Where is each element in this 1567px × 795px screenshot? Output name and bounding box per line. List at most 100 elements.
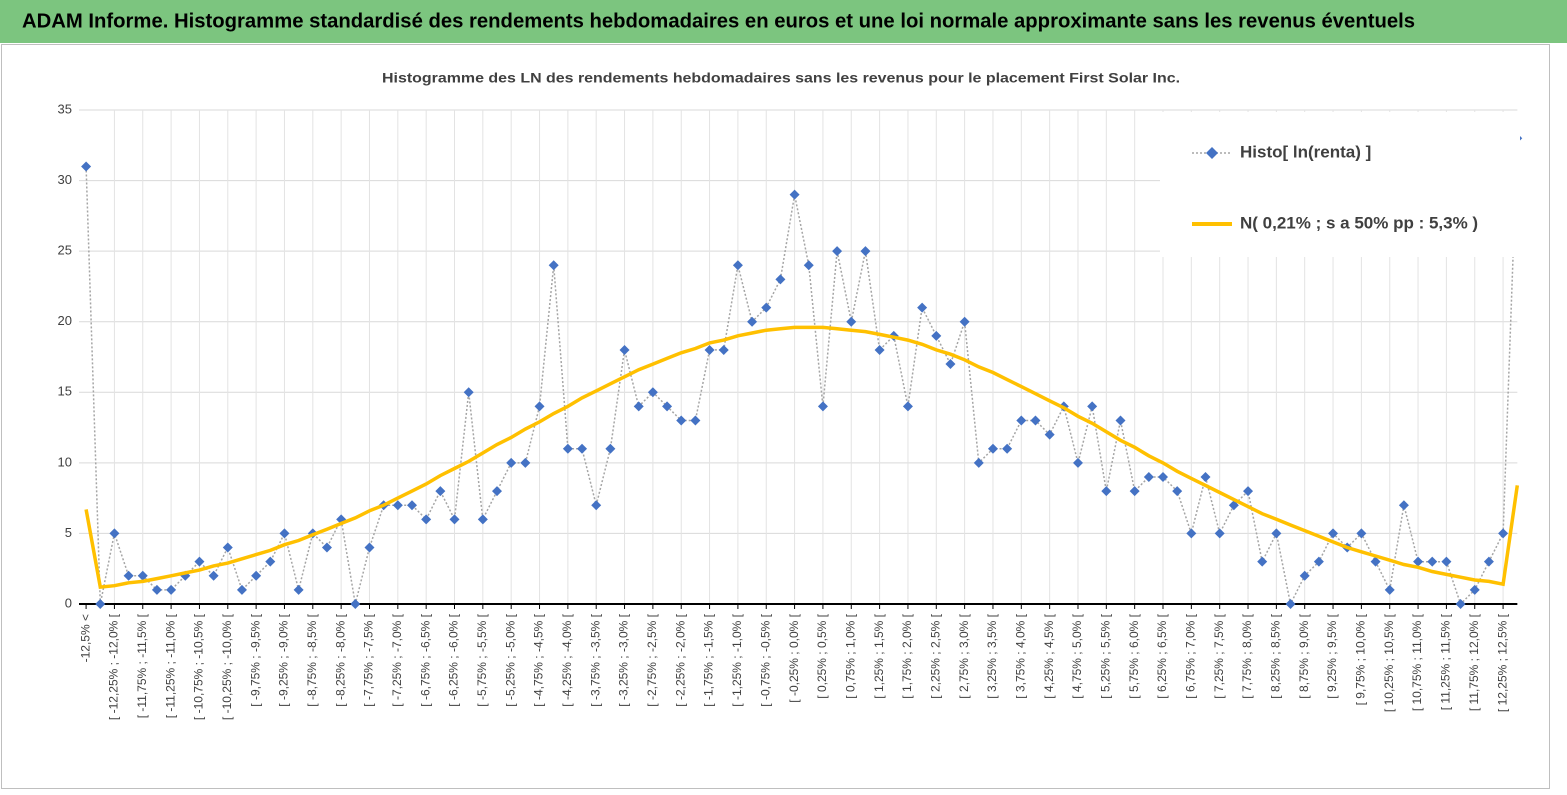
data-point bbox=[1243, 486, 1254, 497]
x-tick-label: [ 6,25% ; 6,5% [ bbox=[1155, 613, 1169, 698]
data-point bbox=[832, 246, 843, 257]
data-point bbox=[463, 387, 474, 398]
data-point bbox=[321, 542, 332, 553]
data-point bbox=[803, 260, 814, 271]
data-point bbox=[123, 570, 134, 581]
data-point bbox=[435, 486, 446, 497]
data-point bbox=[732, 260, 743, 271]
y-tick-label: 0 bbox=[65, 595, 72, 610]
data-point bbox=[662, 401, 673, 412]
legend-label: Histo[ ln(renta) ] bbox=[1240, 142, 1371, 161]
x-tick-label: -12,5% < bbox=[78, 614, 92, 662]
x-tick-label: [ -0,75% ; -0,5% [ bbox=[758, 613, 772, 706]
x-tick-label: [ 9,25% ; 9,5% [ bbox=[1325, 613, 1339, 698]
data-point bbox=[506, 457, 517, 468]
data-point bbox=[973, 457, 984, 468]
y-tick-label: 20 bbox=[58, 313, 72, 328]
data-point bbox=[194, 556, 205, 567]
data-point bbox=[605, 443, 616, 454]
data-point bbox=[406, 500, 417, 511]
data-point bbox=[392, 500, 403, 511]
series-line bbox=[85, 138, 1519, 607]
x-tick-label: [ 3,25% ; 3,5% [ bbox=[985, 613, 999, 698]
y-tick-label: 30 bbox=[58, 172, 72, 187]
data-point bbox=[931, 330, 942, 341]
data-point bbox=[1441, 556, 1452, 567]
x-tick-label: [ 0,75% ; 1,0% [ bbox=[843, 613, 857, 698]
data-point bbox=[1483, 556, 1494, 567]
data-point bbox=[1186, 528, 1197, 539]
x-tick-label: [ 4,75% ; 5,0% [ bbox=[1070, 613, 1084, 698]
data-point bbox=[1072, 457, 1083, 468]
data-point bbox=[1398, 500, 1409, 511]
x-tick-label: [ 10,75% ; 11,0% [ bbox=[1410, 613, 1424, 711]
x-tick-label: [ -8,75% ; -8,5% [ bbox=[305, 613, 319, 706]
data-point bbox=[874, 344, 885, 355]
data-point bbox=[236, 584, 247, 595]
data-point bbox=[1271, 528, 1282, 539]
x-tick-label: [ -5,75% ; -5,5% [ bbox=[475, 613, 489, 706]
data-point bbox=[1158, 471, 1169, 482]
data-point bbox=[1356, 528, 1367, 539]
data-point bbox=[279, 528, 290, 539]
data-point bbox=[1115, 415, 1126, 426]
x-tick-label: [ -11,75% ; -11,5% [ bbox=[135, 613, 149, 718]
data-point bbox=[1087, 401, 1098, 412]
x-tick-label: [ 12,25% ; 12,5% [ bbox=[1495, 613, 1509, 712]
data-point bbox=[109, 528, 120, 539]
data-point bbox=[1200, 471, 1211, 482]
data-point bbox=[1257, 556, 1268, 567]
x-tick-label: [ 7,75% ; 8,0% [ bbox=[1240, 613, 1254, 698]
data-point bbox=[95, 599, 106, 609]
x-tick-label: [ -6,75% ; -6,5% [ bbox=[418, 613, 432, 706]
data-point bbox=[492, 486, 503, 497]
data-point bbox=[421, 514, 432, 525]
data-point bbox=[548, 260, 559, 271]
data-point bbox=[293, 584, 304, 595]
data-point bbox=[151, 584, 162, 595]
series-line bbox=[84, 325, 1520, 590]
x-tick-label: [ -1,25% ; -1,0% [ bbox=[730, 613, 744, 706]
x-tick-label: [ -2,25% ; -2,0% [ bbox=[673, 613, 687, 706]
x-tick-label: [ -12,25% ; -12,0% [ bbox=[107, 613, 121, 720]
data-point bbox=[676, 415, 687, 426]
x-tick-label: [ -7,25% ; -7,0% [ bbox=[390, 613, 404, 706]
x-tick-label: [ 2,75% ; 3,0% [ bbox=[957, 613, 971, 698]
data-point bbox=[860, 246, 871, 257]
x-tick-label: [ -4,75% ; -4,5% [ bbox=[532, 613, 546, 706]
data-point bbox=[1384, 584, 1395, 595]
data-point bbox=[1328, 528, 1339, 539]
y-tick-label: 15 bbox=[58, 384, 72, 399]
data-point bbox=[1002, 443, 1013, 454]
data-point bbox=[775, 274, 786, 285]
x-tick-label: [ -3,75% ; -3,5% [ bbox=[588, 613, 602, 706]
y-tick-label: 25 bbox=[58, 243, 72, 258]
data-point bbox=[1016, 415, 1027, 426]
data-point bbox=[222, 542, 233, 553]
data-point bbox=[1030, 415, 1041, 426]
data-point bbox=[1172, 486, 1183, 497]
y-tick-label: 5 bbox=[65, 525, 72, 540]
x-tick-label: [ 4,25% ; 4,5% [ bbox=[1042, 613, 1056, 698]
data-point bbox=[534, 401, 545, 412]
header-title: ADAM Informe. Histogramme standardisé de… bbox=[22, 10, 1415, 32]
data-point bbox=[350, 599, 361, 609]
x-tick-label: [ 1,25% ; 1,5% [ bbox=[872, 613, 886, 698]
x-tick-label: [ -10,75% ; -10,5% [ bbox=[192, 613, 206, 720]
x-tick-label: [ -4,25% ; -4,0% [ bbox=[560, 613, 574, 706]
data-point bbox=[1299, 570, 1310, 581]
x-tick-label: [ 5,75% ; 6,0% [ bbox=[1127, 613, 1141, 698]
x-tick-label: [ 3,75% ; 4,0% [ bbox=[1013, 613, 1027, 698]
x-tick-label: [ 0,25% ; 0,5% [ bbox=[815, 613, 829, 698]
x-tick-label: [ 1,75% ; 2,0% [ bbox=[900, 613, 914, 698]
data-point bbox=[1370, 556, 1381, 567]
y-tick-label: 10 bbox=[58, 454, 72, 469]
data-point bbox=[789, 189, 800, 200]
x-tick-label: [ 8,25% ; 8,5% [ bbox=[1269, 613, 1283, 698]
data-point bbox=[1214, 528, 1225, 539]
data-point bbox=[1455, 599, 1466, 609]
x-tick-label: [ -9,75% ; -9,5% [ bbox=[248, 613, 262, 706]
data-point bbox=[1427, 556, 1438, 567]
x-tick-label: [ -9,25% ; -9,0% [ bbox=[277, 613, 291, 706]
